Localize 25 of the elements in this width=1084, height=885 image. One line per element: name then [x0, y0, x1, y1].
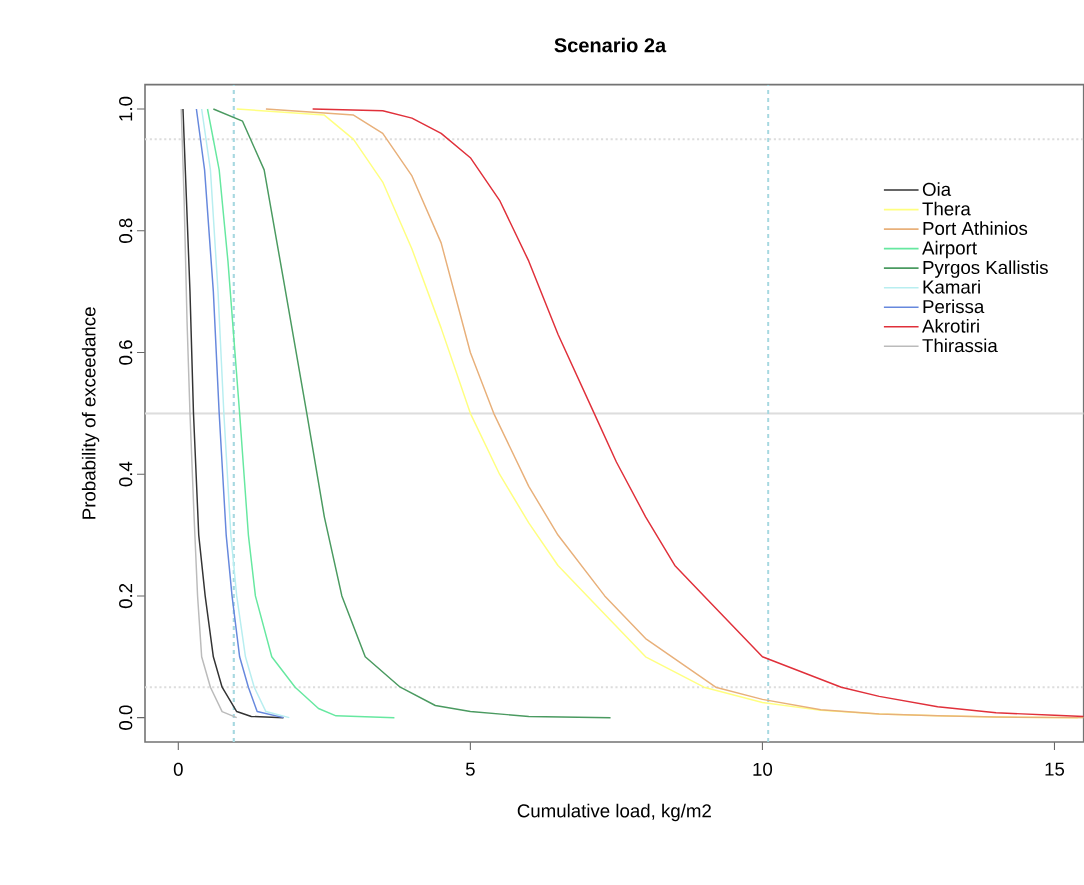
y-tick-label: 0.6 — [119, 340, 133, 365]
x-tick-label: 5 — [465, 762, 475, 776]
chart-title: Scenario 2a — [554, 37, 667, 53]
legend-label: Akrotiri — [922, 318, 979, 333]
y-tick-label: 0.0 — [119, 705, 133, 730]
legend-label: Pyrgos Kallistis — [923, 260, 1048, 278]
x-tick-label: 10 — [753, 762, 773, 776]
x-tick-label: 0 — [173, 762, 183, 776]
y-tick-label: 1.0 — [119, 96, 133, 121]
y-axis-title: Probability of exceedance — [81, 307, 100, 519]
y-tick-label: 0.8 — [119, 218, 133, 243]
x-axis-title: Cumulative load, kg/m2 — [517, 803, 711, 822]
x-tick-label: 15 — [1045, 762, 1065, 776]
legend-label: Oia — [922, 182, 952, 196]
line-series — [180, 108, 238, 719]
y-tick-label: 0.2 — [119, 583, 133, 609]
line-series — [206, 108, 396, 719]
legend-label: Airport — [922, 240, 977, 259]
legend-label: Thera — [922, 201, 971, 216]
legend-label: Kamari — [923, 279, 980, 294]
y-tick-label: 0.4 — [119, 461, 133, 487]
legend-label: Perissa — [923, 299, 985, 314]
legend-label: Thirassia — [922, 338, 998, 353]
legend-label: Port Athinios — [923, 221, 1028, 236]
line-series — [212, 108, 612, 719]
